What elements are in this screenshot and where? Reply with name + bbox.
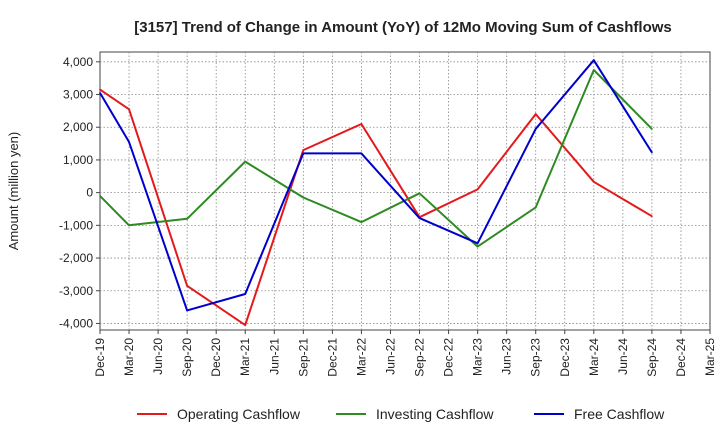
y-tick-label: -1,000 [59,218,93,232]
x-tick-label: Dec-24 [674,338,688,377]
data-point-investing-cashflow [593,69,595,71]
data-point-investing-cashflow [186,218,188,220]
x-tick-label: Dec-19 [93,338,107,377]
data-point-investing-cashflow [302,196,305,199]
data-point-operating-cashflow [302,149,305,151]
x-tick-label: Dec-21 [325,338,339,377]
data-point-free-cashflow [476,242,479,245]
y-tick-label: -3,000 [59,284,93,298]
data-point-free-cashflow [534,128,537,130]
data-point-investing-cashflow [534,206,537,209]
x-tick-label: Sep-20 [180,338,194,377]
data-point-operating-cashflow [593,181,595,183]
data-point-investing-cashflow [360,221,363,223]
x-tick-label: Sep-23 [529,338,543,377]
data-point-operating-cashflow [99,88,101,91]
data-point-operating-cashflow [128,108,130,111]
data-point-investing-cashflow [651,128,653,130]
data-point-free-cashflow [186,309,188,312]
data-point-operating-cashflow [186,285,188,287]
x-tick-label: Jun-20 [151,338,165,375]
data-point-investing-cashflow [244,160,247,163]
y-tick-label: -2,000 [59,251,93,265]
data-point-investing-cashflow [418,192,421,195]
data-point-free-cashflow [593,59,595,61]
x-tick-label: Sep-24 [645,338,659,377]
legend-item-operating-cashflow: Operating Cashflow [137,406,301,422]
legend: Operating Cashflow Investing Cashflow Free… [137,406,665,422]
x-axis: Dec-19 Mar-20 Jun-20 Sep-20 Dec-20 Mar-21 Jun-… [93,330,717,377]
x-tick-label: Dec-22 [442,338,456,377]
x-tick-label: Mar-23 [471,338,485,376]
data-point-investing-cashflow [476,245,479,248]
data-point-free-cashflow [360,152,363,155]
x-tick-label: Dec-20 [209,338,223,377]
x-tick-label: Jun-23 [500,338,514,375]
legend-item-free-cashflow: Free Cashflow [534,406,665,422]
data-point-free-cashflow [128,141,130,143]
data-point-operating-cashflow [651,215,653,217]
y-axis-label: Amount (million yen) [6,132,21,251]
series-lines [99,59,653,327]
x-tick-label: Jun-21 [267,338,281,375]
y-axis: 4,000 3,000 2,000 1,000 0 -1,000 -2,000 -3,000 -… [59,55,100,330]
x-tick-label: Sep-21 [296,338,310,377]
x-tick-label: Mar-20 [122,338,136,376]
x-tick-label: Dec-23 [558,338,572,377]
legend-label: Operating Cashflow [177,406,301,422]
data-point-free-cashflow [99,92,101,94]
data-point-free-cashflow [302,152,305,155]
legend-label: Investing Cashflow [376,406,494,422]
data-point-free-cashflow [418,217,421,219]
x-tick-label: Jun-24 [616,338,630,375]
data-point-operating-cashflow [534,113,537,115]
data-point-free-cashflow [651,151,653,154]
data-point-investing-cashflow [128,224,130,227]
chart-title: [3157] Trend of Change in Amount (YoY) o… [134,19,672,36]
x-tick-label: Mar-22 [354,338,368,376]
legend-label: Free Cashflow [574,406,665,422]
y-tick-label: 4,000 [63,55,93,69]
y-tick-label: -4,000 [59,316,93,330]
y-tick-label: 3,000 [63,88,93,102]
x-tick-label: Jun-22 [383,338,397,375]
legend-item-investing-cashflow: Investing Cashflow [336,406,494,422]
data-point-operating-cashflow [476,188,479,191]
gridlines [100,52,710,330]
x-tick-label: Mar-24 [587,338,601,376]
data-point-operating-cashflow [244,324,247,326]
x-tick-label: Mar-25 [703,338,717,376]
data-point-investing-cashflow [99,195,101,197]
x-tick-label: Mar-21 [238,338,252,376]
x-tick-label: Sep-22 [413,338,427,377]
y-tick-label: 2,000 [63,120,93,134]
data-point-operating-cashflow [360,123,363,125]
y-tick-label: 1,000 [63,153,93,167]
data-point-free-cashflow [244,293,247,295]
y-tick-label: 0 [86,186,93,200]
